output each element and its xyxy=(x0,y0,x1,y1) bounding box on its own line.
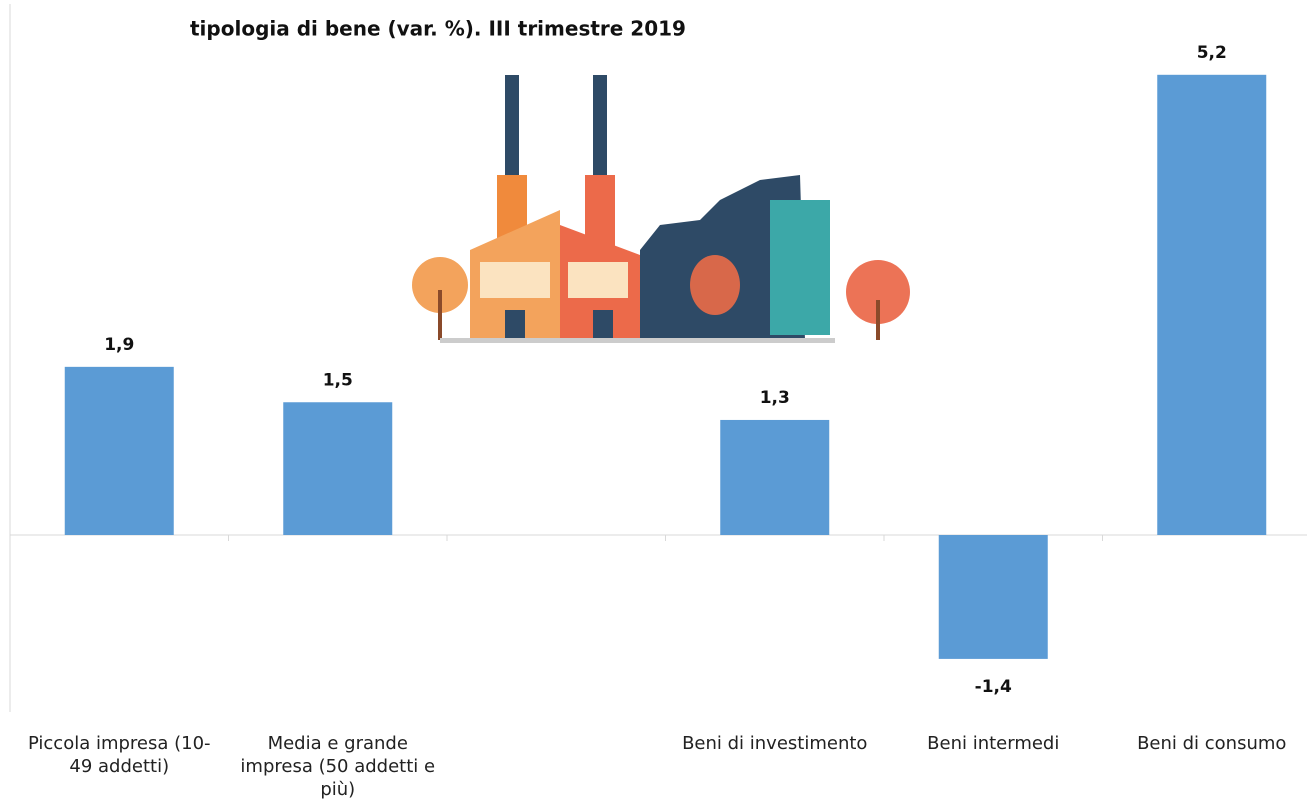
chart-title: tipologia di bene (var. %). III trimestr… xyxy=(190,17,686,41)
bar xyxy=(939,535,1048,659)
factory-illustration xyxy=(412,75,910,343)
bar xyxy=(1157,75,1266,535)
x-tick-label: Beni intermedi xyxy=(893,732,1093,755)
value-label: -1,4 xyxy=(975,677,1012,697)
page: tipologia di bene (var. %). III trimestr… xyxy=(0,0,1307,812)
x-tick-label: Beni di consumo xyxy=(1112,732,1307,755)
x-tick-label: Media e grande impresa (50 addetti e più… xyxy=(238,732,438,801)
chart: tipologia di bene (var. %). III trimestr… xyxy=(0,0,1307,812)
bar xyxy=(720,420,829,535)
bar xyxy=(283,402,392,535)
value-label: 5,2 xyxy=(1197,43,1227,63)
value-label: 1,5 xyxy=(323,370,353,390)
x-tick-label: Beni di investimento xyxy=(675,732,875,755)
value-label: 1,3 xyxy=(760,388,790,408)
x-tick-label: Piccola impresa (10-49 addetti) xyxy=(24,732,214,778)
bar xyxy=(65,367,174,535)
value-label: 1,9 xyxy=(104,335,134,355)
